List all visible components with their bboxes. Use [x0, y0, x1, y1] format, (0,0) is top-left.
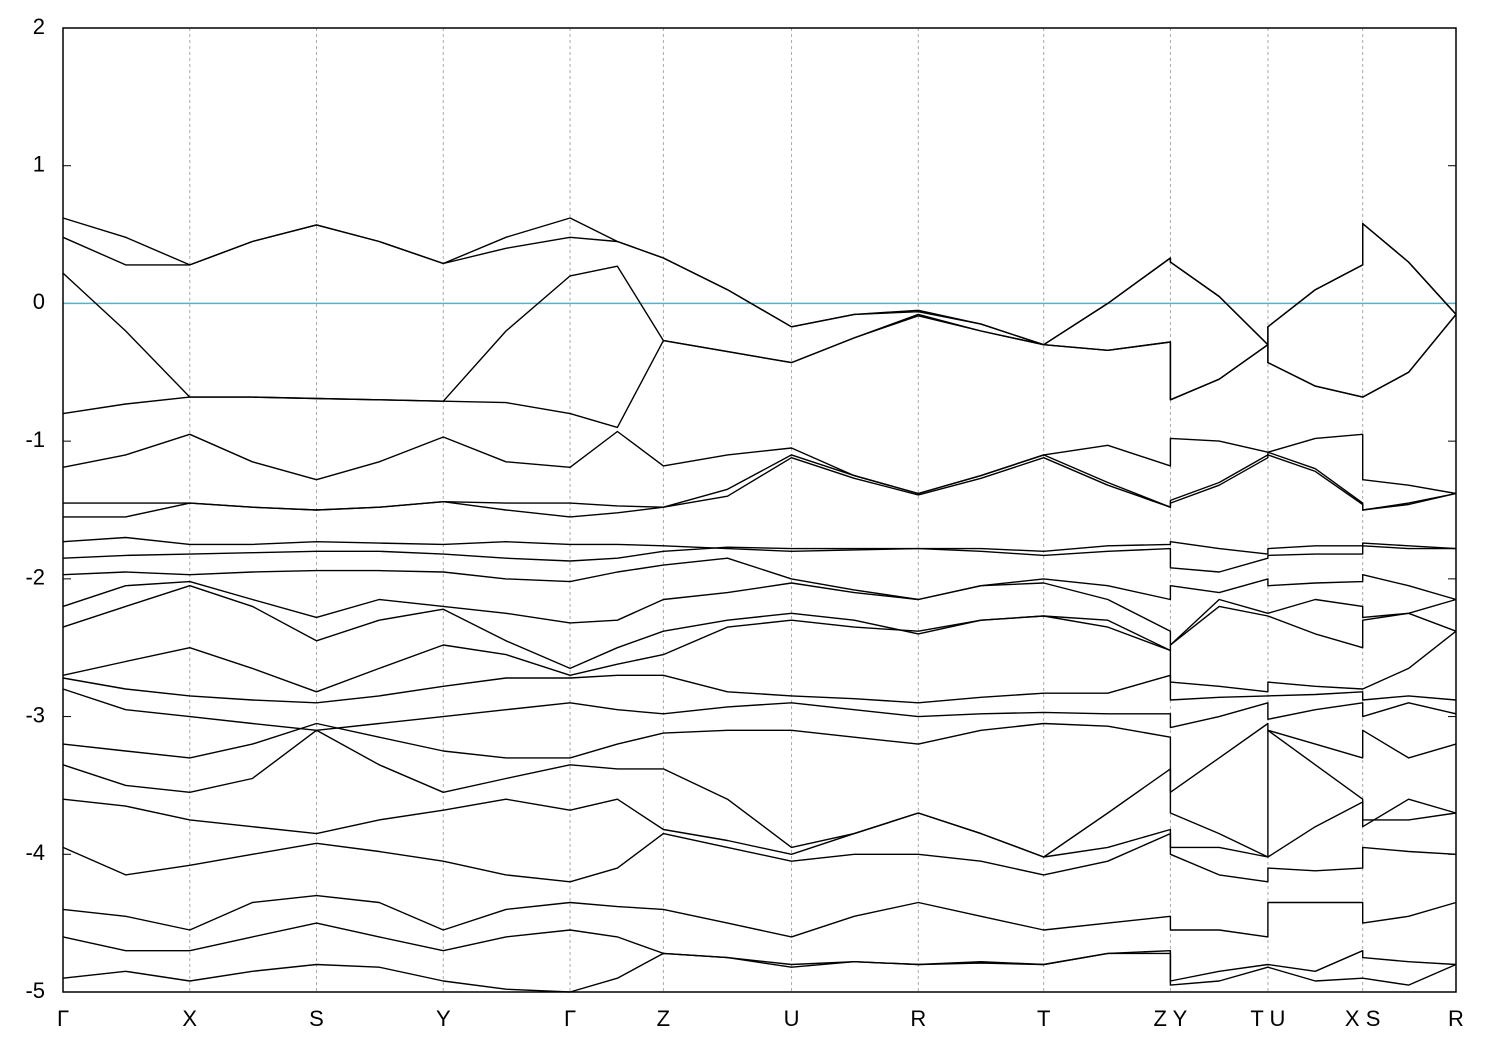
x-tick-label: X S [1345, 1006, 1380, 1031]
x-tick-label: Γ [564, 1006, 576, 1031]
band-line [62, 952, 1457, 993]
band-line [62, 430, 1457, 495]
band-line [62, 557, 1457, 601]
y-tick-label: -2 [25, 565, 45, 590]
band-line [62, 894, 1457, 938]
band-line [62, 922, 1457, 982]
x-tick-label: R [910, 1006, 926, 1031]
band-line [62, 585, 1457, 670]
x-tick-label: Z Y [1154, 1006, 1188, 1031]
band-line [62, 222, 1457, 346]
y-tick-label: 0 [33, 289, 45, 314]
band-line [62, 313, 1457, 429]
x-tick-label: Z [657, 1006, 670, 1031]
x-tick-label: X [182, 1006, 197, 1031]
y-tick-label: -3 [25, 702, 45, 727]
x-tick-label: Y [436, 1006, 451, 1031]
band-line [62, 615, 1457, 693]
band-line [62, 832, 1457, 883]
x-tick-label: R [1448, 1006, 1464, 1031]
band-line [62, 580, 1457, 646]
band-line [62, 674, 1457, 704]
x-tick-label: T U [1250, 1006, 1285, 1031]
x-tick-label: Γ [57, 1006, 69, 1031]
band-line [62, 729, 1457, 858]
band-line [62, 798, 1457, 858]
band-line [63, 451, 1457, 511]
band-line [62, 688, 1457, 731]
y-tick-label: -1 [25, 427, 45, 452]
y-tick-label: 1 [33, 152, 45, 177]
band-line [62, 265, 1457, 402]
y-tick-label: -4 [25, 840, 45, 865]
band-line [63, 454, 1457, 518]
x-tick-label: S [309, 1006, 324, 1031]
y-tick-label: -5 [25, 978, 45, 1003]
y-tick-label: 2 [33, 14, 45, 39]
band-line [62, 722, 1457, 793]
x-tick-label: T [1037, 1006, 1050, 1031]
x-tick-label: U [784, 1006, 800, 1031]
band-line [62, 545, 1456, 573]
plot-frame [62, 27, 1457, 993]
